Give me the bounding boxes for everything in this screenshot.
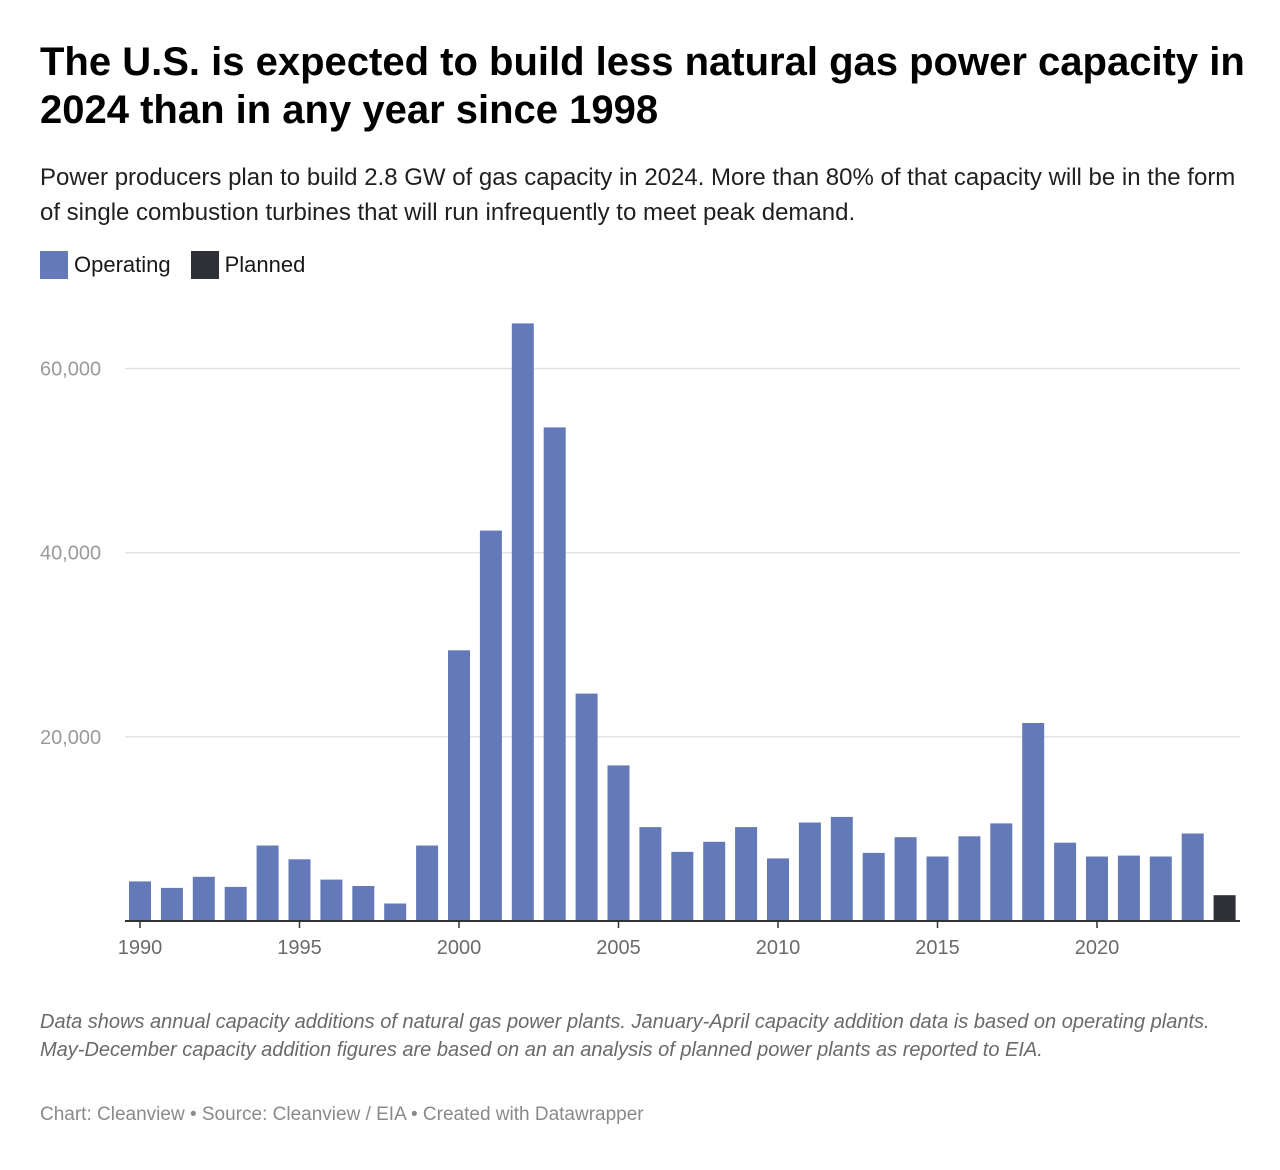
- legend-item-operating[interactable]: Operating: [40, 251, 171, 279]
- bar-operating-2012[interactable]: [830, 816, 853, 921]
- x-tick-label: 2005: [596, 937, 641, 959]
- bar-operating-2019[interactable]: [1054, 842, 1077, 921]
- bar-operating-2003[interactable]: [543, 427, 566, 921]
- legend-label-planned: Planned: [224, 252, 306, 277]
- chart-credit: Chart: Cleanview • Source: Cleanview / E…: [40, 1104, 644, 1125]
- legend-swatch-operating: [40, 251, 68, 279]
- x-tick-label: 2010: [756, 937, 801, 959]
- bar-operating-1995[interactable]: [288, 859, 311, 921]
- bar-operating-2022[interactable]: [1149, 856, 1172, 922]
- bar-planned-2024[interactable]: [1213, 895, 1236, 921]
- chart-subtitle: Power producers plan to build 2.8 GW of …: [40, 164, 1236, 226]
- legend-label-operating: Operating: [74, 252, 171, 277]
- bars: [129, 323, 1236, 921]
- bar-operating-2021[interactable]: [1117, 855, 1140, 921]
- bar-operating-2005[interactable]: [607, 765, 630, 921]
- bar-operating-2023[interactable]: [1181, 833, 1204, 922]
- bar-operating-2015[interactable]: [926, 856, 949, 922]
- x-tick-label: 1995: [277, 937, 322, 959]
- x-tick-label: 2020: [1075, 937, 1120, 959]
- bar-operating-2007[interactable]: [671, 851, 694, 921]
- y-tick-label: 40,000: [40, 543, 101, 565]
- bar-operating-1994[interactable]: [256, 845, 279, 922]
- bar-operating-1991[interactable]: [160, 887, 183, 921]
- bar-operating-2017[interactable]: [990, 823, 1013, 921]
- chart-title: The U.S. is expected to build less natur…: [40, 40, 1245, 132]
- bar-operating-2013[interactable]: [862, 852, 885, 921]
- gridlines: [125, 367, 1240, 738]
- bar-operating-1997[interactable]: [352, 886, 375, 921]
- legend: Operating Planned: [40, 250, 325, 280]
- bar-operating-1996[interactable]: [320, 879, 343, 921]
- bar-chart: 20,000 40,000 60,000 1990 1995 2000 2005 2010 2…: [40, 323, 1240, 959]
- bar-operating-2001[interactable]: [479, 530, 502, 921]
- bar-operating-2011[interactable]: [798, 822, 821, 922]
- x-tick-label: 2015: [915, 937, 960, 959]
- bar-operating-2009[interactable]: [735, 827, 758, 921]
- bar-operating-1993[interactable]: [224, 886, 247, 921]
- bar-operating-1990[interactable]: [129, 881, 151, 921]
- bar-operating-1999[interactable]: [416, 845, 439, 922]
- bar-operating-2000[interactable]: [448, 650, 470, 921]
- bar-operating-2018[interactable]: [1022, 723, 1045, 921]
- bar-operating-2010[interactable]: [767, 858, 789, 921]
- legend-item-planned[interactable]: Planned: [190, 251, 306, 279]
- y-axis-tick-labels: 20,000 40,000 60,000: [40, 359, 101, 749]
- bar-operating-2020[interactable]: [1086, 856, 1108, 922]
- bar-operating-1998[interactable]: [384, 903, 407, 922]
- bar-operating-2008[interactable]: [703, 841, 726, 921]
- legend-swatch-planned: [190, 251, 219, 279]
- bar-operating-2014[interactable]: [894, 837, 917, 921]
- bar-operating-2016[interactable]: [958, 836, 981, 921]
- bar-operating-2004[interactable]: [575, 693, 598, 921]
- bar-operating-1992[interactable]: [192, 876, 215, 921]
- chart-notes: Data shows annual capacity additions of …: [40, 1011, 1210, 1061]
- x-axis-tick-labels: 1990 1995 2000 2005 2010 2015 2020: [118, 921, 1120, 959]
- y-tick-label: 60,000: [40, 359, 101, 381]
- x-tick-label: 2000: [437, 937, 482, 959]
- x-tick-label: 1990: [118, 937, 163, 959]
- bar-operating-2002[interactable]: [511, 323, 534, 921]
- y-tick-label: 20,000: [40, 727, 101, 749]
- bar-operating-2006[interactable]: [639, 827, 662, 921]
